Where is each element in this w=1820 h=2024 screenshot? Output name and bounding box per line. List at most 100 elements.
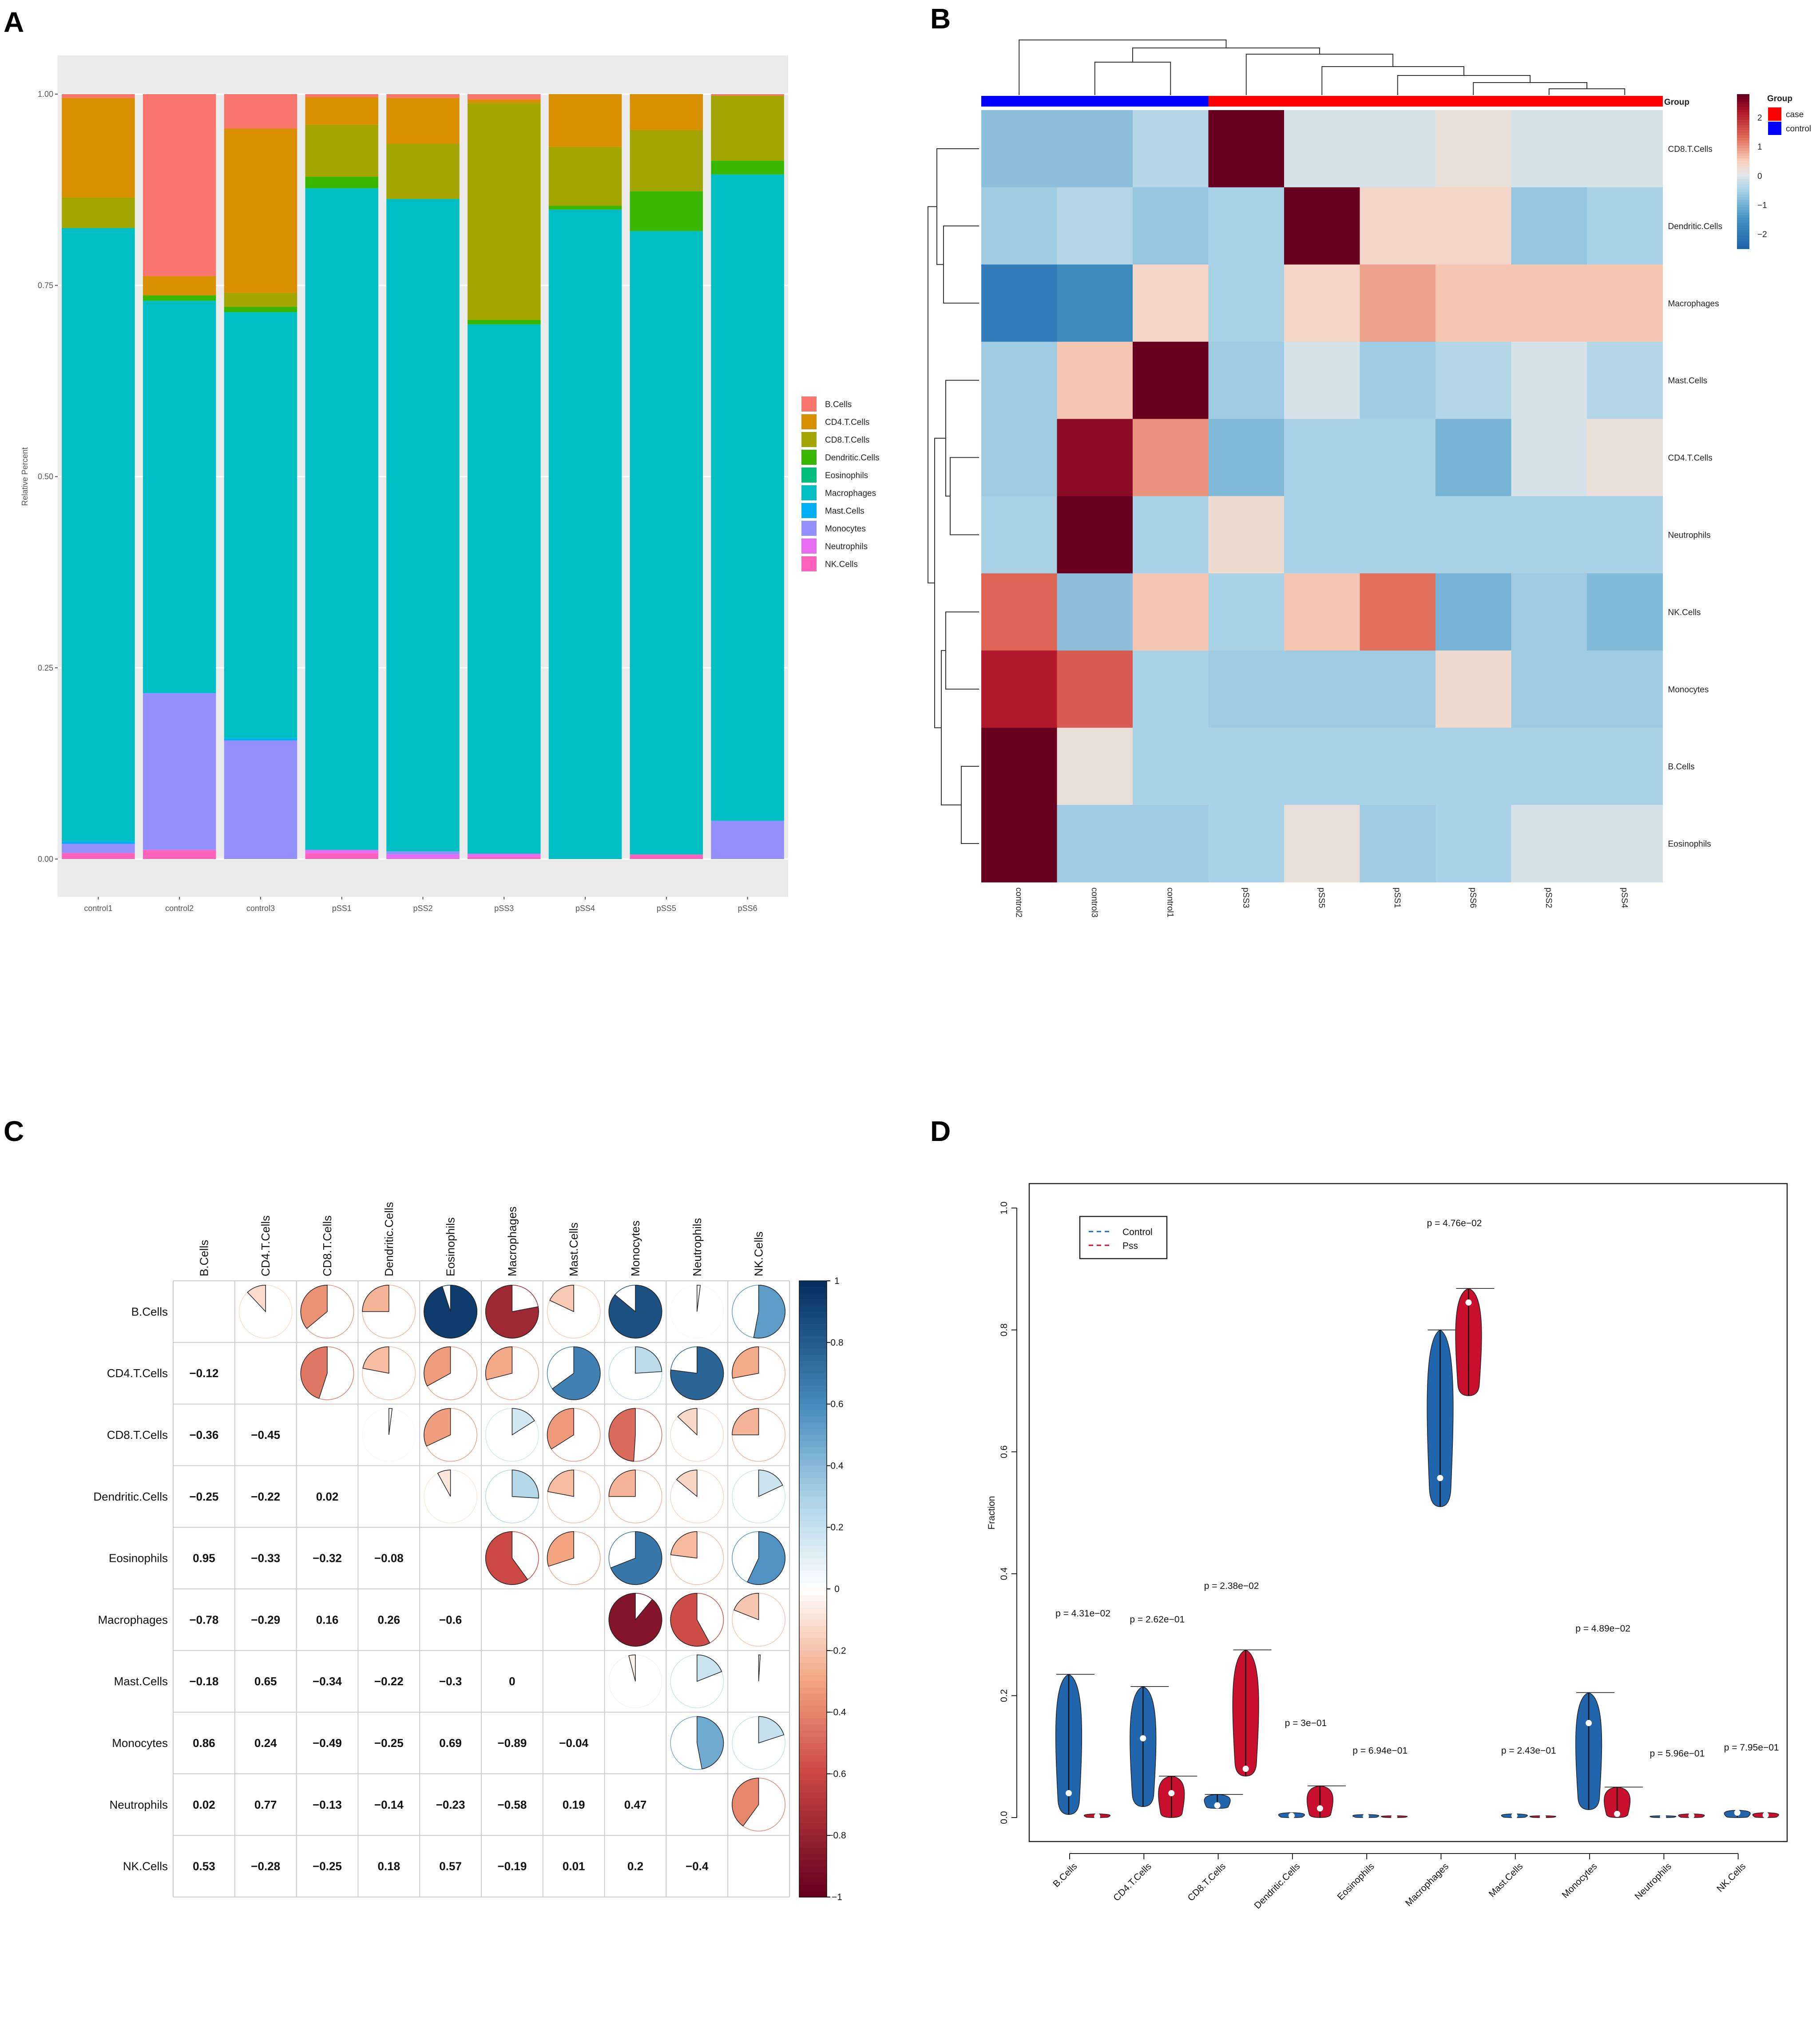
correlation-value: −0.23 <box>436 1798 465 1811</box>
y-tick-label: 0.6 <box>999 1446 1009 1458</box>
correlation-value: −0.4 <box>686 1860 709 1873</box>
bar-segment-b-cells <box>62 94 135 98</box>
colorbar-segment <box>799 1478 827 1485</box>
correlation-pie <box>437 1469 451 1497</box>
row-label: Monocytes <box>112 1736 168 1750</box>
heatmap-cell <box>1360 496 1436 574</box>
legend-label: Monocytes <box>825 524 866 534</box>
color-scale-segment <box>1737 236 1749 239</box>
color-scale-segment <box>1737 228 1749 231</box>
row-label: Mast.Cells <box>1668 376 1708 386</box>
p-value-label: p = 2.62e−01 <box>1130 1615 1185 1625</box>
heatmap-cell <box>1511 110 1587 188</box>
colorbar-segment <box>799 1496 827 1503</box>
group-bar-cell <box>1360 96 1436 107</box>
control-violin-median <box>1214 1802 1221 1809</box>
row-label: B.Cells <box>131 1305 168 1318</box>
column-dendrogram <box>1548 88 1626 95</box>
pss-violin-median <box>1242 1766 1249 1772</box>
panel-c-correlation-matrix: B.Cells B.Cells CD4.T.Cells CD4.T.Cells CD8.… <box>93 1202 846 1902</box>
colorbar-segment <box>799 1552 827 1559</box>
correlation-value: 0.24 <box>254 1736 277 1750</box>
correlation-value: 0.69 <box>439 1736 462 1750</box>
colorbar-segment <box>799 1798 827 1805</box>
colorbar-segment <box>799 1545 827 1553</box>
heatmap-cell <box>1208 264 1285 342</box>
heatmap-cell <box>1208 650 1285 728</box>
row-label: CD8.T.Cells <box>1668 145 1713 154</box>
column-label: Macrophages <box>505 1206 519 1276</box>
correlation-pie <box>551 1346 601 1400</box>
bar-segment-monocytes <box>386 851 460 855</box>
row-label: CD4.T.Cells <box>1668 454 1713 463</box>
x-tick-label: Monocytes <box>1560 1861 1599 1900</box>
pss-violin-median <box>1539 1814 1546 1820</box>
control-violin-median <box>1734 1810 1741 1816</box>
colorbar-segment <box>799 1693 827 1700</box>
colorbar-segment <box>799 1558 827 1565</box>
control-violin-median <box>1660 1814 1666 1820</box>
bar-segment-macrophages <box>224 312 297 738</box>
p-value-label: p = 2.38e−02 <box>1204 1581 1259 1591</box>
colorbar-segment <box>799 1410 827 1417</box>
row-dendrogram <box>961 766 979 844</box>
correlation-value: −0.3 <box>439 1675 462 1688</box>
colorbar-segment <box>799 1305 827 1312</box>
group-bar-cell <box>1133 96 1209 107</box>
correlation-value: −0.6 <box>439 1613 462 1626</box>
colorbar-segment <box>799 1620 827 1627</box>
heatmap-cell <box>1435 650 1512 728</box>
legend-label: Dendritic.Cells <box>825 453 879 463</box>
plot-frame <box>1028 1183 1788 1842</box>
bar-segment-mast-cells <box>62 841 135 844</box>
heatmap-cell <box>1587 264 1663 342</box>
heatmap-cell <box>981 419 1058 497</box>
row-label: NK.Cells <box>123 1860 168 1873</box>
heatmap-cell <box>1284 496 1360 574</box>
color-scale-segment <box>1737 99 1749 103</box>
correlation-pie <box>676 1469 698 1497</box>
bar-segment-mast-cells <box>224 738 297 741</box>
heatmap-cell <box>1360 805 1436 883</box>
color-scale-segment <box>1737 135 1749 139</box>
color-scale-segment <box>1737 233 1749 236</box>
heatmap-cell <box>1360 419 1436 497</box>
y-axis-label: Relative Percent <box>20 447 29 506</box>
colorbar-segment <box>799 1570 827 1577</box>
heatmap-cell <box>1208 728 1285 805</box>
colorbar-segment <box>799 1441 827 1448</box>
group-legend-label: case <box>1786 110 1804 119</box>
bar-segment-cd8-t-cells <box>305 124 378 177</box>
colorbar-segment <box>799 1626 827 1633</box>
correlation-pie <box>732 1408 759 1435</box>
correlation-value: −0.14 <box>374 1798 404 1811</box>
color-scale-segment <box>1737 96 1749 100</box>
heatmap-cell <box>1057 496 1133 574</box>
heatmap-cell <box>1435 805 1512 883</box>
color-scale-segment <box>1737 207 1749 210</box>
bar-segment-dendritic-cells <box>548 206 622 210</box>
pss-violin-median <box>1094 1813 1100 1820</box>
p-value-label: p = 6.94e−01 <box>1352 1746 1408 1756</box>
row-label: Mast.Cells <box>114 1675 168 1688</box>
heatmap-cell <box>1587 728 1663 805</box>
heatmap-cell <box>1284 805 1360 883</box>
group-legend-key <box>1768 122 1781 135</box>
row-label: Macrophages <box>98 1613 168 1626</box>
bar-segment-monocytes <box>711 820 784 859</box>
bar-segment-cd8-t-cells <box>548 147 622 206</box>
pss-violin-median <box>1465 1299 1472 1306</box>
legend-label: Mast.Cells <box>825 507 864 516</box>
colorbar-tick-label: 0 <box>834 1584 840 1594</box>
colorbar-segment <box>799 1743 827 1750</box>
colorbar-tick-label: 0.8 <box>830 1338 843 1348</box>
color-scale-segment <box>1737 223 1749 226</box>
heatmap-cell <box>1057 187 1133 265</box>
color-scale-segment <box>1737 102 1749 105</box>
pss-violin-median <box>1316 1805 1323 1812</box>
legend-label: CD4.T.Cells <box>825 418 869 427</box>
correlation-pie <box>300 1346 328 1399</box>
bar-segment-cd4-t-cells <box>224 128 297 293</box>
bar-segment-b-cells <box>143 94 216 277</box>
correlation-pie <box>697 1654 722 1682</box>
